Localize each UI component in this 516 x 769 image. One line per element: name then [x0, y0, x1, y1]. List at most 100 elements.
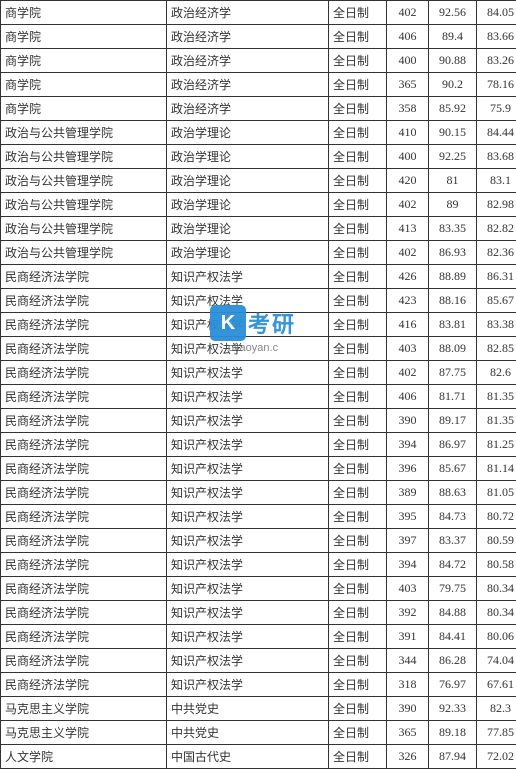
table-cell: 全日制 [329, 601, 387, 625]
table-cell: 全日制 [329, 121, 387, 145]
table-cell: 344 [387, 649, 429, 673]
table-row: 政治与公共管理学院政治学理论全日制41090.1584.44 [1, 121, 516, 145]
table-cell: 402 [387, 241, 429, 265]
table-cell: 知识产权法学 [167, 361, 329, 385]
table-cell: 马克思主义学院 [1, 721, 167, 745]
table-cell: 86.31 [477, 265, 516, 289]
table-cell: 民商经济法学院 [1, 361, 167, 385]
table-cell: 83.38 [477, 313, 516, 337]
table-cell: 全日制 [329, 1, 387, 25]
table-row: 民商经济法学院知识产权法学全日制42388.1685.67 [1, 289, 516, 313]
table-cell: 商学院 [1, 97, 167, 121]
table-cell: 87.75 [429, 361, 477, 385]
table-row: 民商经济法学院知识产权法学全日制34486.2874.04 [1, 649, 516, 673]
table-row: 民商经济法学院知识产权法学全日制40287.7582.6 [1, 361, 516, 385]
table-cell: 81.25 [477, 433, 516, 457]
table-row: 政治与公共管理学院政治学理论全日制4208183.1 [1, 169, 516, 193]
table-cell: 82.85 [477, 337, 516, 361]
table-cell: 全日制 [329, 337, 387, 361]
table-cell: 394 [387, 433, 429, 457]
table-cell: 88.09 [429, 337, 477, 361]
table-cell: 知识产权法学 [167, 529, 329, 553]
table-cell: 67.61 [477, 673, 516, 697]
table-row: 马克思主义学院中共党史全日制39092.3382.3 [1, 697, 516, 721]
table-cell: 全日制 [329, 433, 387, 457]
table-cell: 政治学理论 [167, 121, 329, 145]
table-cell: 86.93 [429, 241, 477, 265]
table-cell: 政治与公共管理学院 [1, 241, 167, 265]
table-cell: 72.02 [477, 745, 516, 769]
table-cell: 全日制 [329, 529, 387, 553]
table-cell: 394 [387, 553, 429, 577]
table-row: 民商经济法学院知识产权法学全日制40388.0982.85 [1, 337, 516, 361]
table-cell: 知识产权法学 [167, 409, 329, 433]
table-cell: 78.16 [477, 73, 516, 97]
table-cell: 80.34 [477, 577, 516, 601]
table-cell: 商学院 [1, 1, 167, 25]
table-cell: 民商经济法学院 [1, 553, 167, 577]
table-row: 民商经济法学院知识产权法学全日制39685.6781.14 [1, 457, 516, 481]
table-cell: 84.05 [477, 1, 516, 25]
table-row: 人文学院中国古代史全日制32687.9472.02 [1, 745, 516, 769]
table-cell: 90.2 [429, 73, 477, 97]
table-cell: 92.25 [429, 145, 477, 169]
table-cell: 83.35 [429, 217, 477, 241]
table-cell: 民商经济法学院 [1, 505, 167, 529]
table-row: 政治与公共管理学院政治学理论全日制40092.2583.68 [1, 145, 516, 169]
table-row: 民商经济法学院知识产权法学全日制40681.7181.35 [1, 385, 516, 409]
table-cell: 全日制 [329, 481, 387, 505]
table-cell: 马克思主义学院 [1, 697, 167, 721]
table-cell: 知识产权法学 [167, 313, 329, 337]
table-cell: 知识产权法学 [167, 289, 329, 313]
table-cell: 318 [387, 673, 429, 697]
table-cell: 民商经济法学院 [1, 385, 167, 409]
table-cell: 396 [387, 457, 429, 481]
table-row: 商学院政治经济学全日制36590.278.16 [1, 73, 516, 97]
table-cell: 政治学理论 [167, 193, 329, 217]
table-cell: 政治经济学 [167, 1, 329, 25]
table-cell: 全日制 [329, 265, 387, 289]
table-cell: 86.97 [429, 433, 477, 457]
table-cell: 413 [387, 217, 429, 241]
table-cell: 326 [387, 745, 429, 769]
table-cell: 中共党史 [167, 697, 329, 721]
table-cell: 知识产权法学 [167, 553, 329, 577]
table-cell: 82.3 [477, 697, 516, 721]
table-cell: 400 [387, 145, 429, 169]
table-cell: 85.92 [429, 97, 477, 121]
table-cell: 416 [387, 313, 429, 337]
table-cell: 民商经济法学院 [1, 313, 167, 337]
table-row: 商学院政治经济学全日制40292.5684.05 [1, 1, 516, 25]
table-cell: 90.15 [429, 121, 477, 145]
table-row: 民商经济法学院知识产权法学全日制39783.3780.59 [1, 529, 516, 553]
table-cell: 知识产权法学 [167, 649, 329, 673]
table-cell: 85.67 [477, 289, 516, 313]
table-cell: 全日制 [329, 241, 387, 265]
table-cell: 74.04 [477, 649, 516, 673]
table-cell: 商学院 [1, 73, 167, 97]
table-cell: 84.88 [429, 601, 477, 625]
table-row: 民商经济法学院知识产权法学全日制42688.8986.31 [1, 265, 516, 289]
table-cell: 全日制 [329, 169, 387, 193]
table-cell: 知识产权法学 [167, 337, 329, 361]
table-cell: 民商经济法学院 [1, 649, 167, 673]
table-row: 政治与公共管理学院政治学理论全日制41383.3582.82 [1, 217, 516, 241]
table-cell: 358 [387, 97, 429, 121]
table-cell: 政治经济学 [167, 73, 329, 97]
table-cell: 81.35 [477, 385, 516, 409]
table-cell: 89.18 [429, 721, 477, 745]
table-cell: 402 [387, 193, 429, 217]
table-row: 商学院政治经济学全日制35885.9275.9 [1, 97, 516, 121]
table-cell: 75.9 [477, 97, 516, 121]
table-cell: 政治与公共管理学院 [1, 145, 167, 169]
table-cell: 80.34 [477, 601, 516, 625]
table-cell: 88.63 [429, 481, 477, 505]
table-cell: 92.33 [429, 697, 477, 721]
table-cell: 民商经济法学院 [1, 265, 167, 289]
table-cell: 406 [387, 25, 429, 49]
table-cell: 民商经济法学院 [1, 625, 167, 649]
table-cell: 全日制 [329, 673, 387, 697]
table-row: 民商经济法学院知识产权法学全日制38988.6381.05 [1, 481, 516, 505]
table-cell: 403 [387, 577, 429, 601]
table-cell: 88.89 [429, 265, 477, 289]
